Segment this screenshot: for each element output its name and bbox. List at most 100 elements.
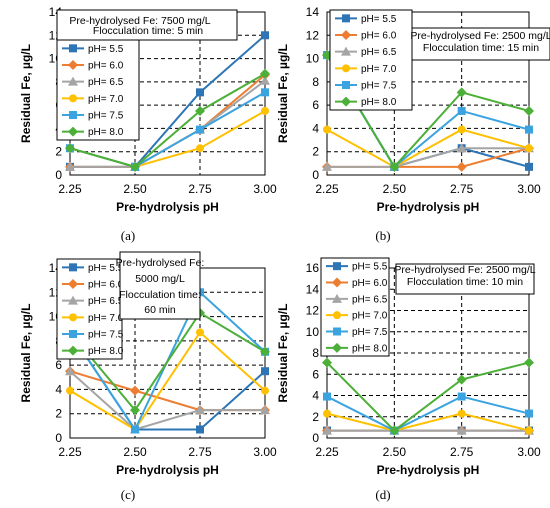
x-tick-label: 2.25 — [58, 182, 82, 196]
legend-entry: pH= 8.0 — [88, 127, 124, 138]
y-axis-title: Residual Fe, µg/L — [276, 44, 290, 143]
legend-entry: pH= 5.5 — [88, 44, 124, 55]
data-point — [260, 405, 270, 415]
series-line — [326, 395, 530, 432]
legend-marker — [68, 279, 78, 289]
annotation-line: Flocculation time: — [119, 289, 201, 301]
legend-marker — [333, 311, 341, 320]
data-point — [130, 161, 140, 172]
data-point — [389, 425, 400, 436]
legend-marker — [68, 295, 78, 305]
data-point — [196, 425, 204, 434]
legend-marker — [342, 14, 350, 23]
legend-marker — [342, 81, 350, 89]
legend-marker — [341, 30, 351, 40]
data-point — [456, 425, 467, 435]
x-tick-label: 2.75 — [188, 182, 212, 196]
y-tick-label: 8 — [312, 346, 319, 360]
annotation: Pre-hydrolysed Fe: 7500 mg/LFlocculation… — [56, 9, 238, 41]
legend: pH= 5.5 pH= 6.0 pH= 6.5 pH= 7.0 pH= 7.5 pH= 8… — [56, 39, 140, 141]
data-point — [196, 144, 204, 153]
y-tick-label: 6 — [312, 367, 319, 381]
x-tick-label: 2.25 — [315, 445, 339, 459]
data-point — [525, 125, 533, 134]
legend-entry: pH= 5.5 — [88, 263, 124, 274]
annotation: Pre-hydrolysed Fe: 2500 mg/LFlocculation… — [410, 27, 550, 61]
legend-entry: pH= 6.5 — [88, 296, 124, 307]
legend-marker — [69, 263, 77, 272]
chart-panel-b: 0 2 4 6 8 10 12 14 2.25 2.50 2.75 3.00 Pre-hydrolysi… — [276, 5, 550, 243]
y-tick-label: 12 — [306, 304, 320, 318]
y-tick-label: 0 — [312, 168, 319, 182]
legend-entry: pH= 6.0 — [88, 280, 124, 291]
legend-marker — [332, 342, 342, 353]
panel-caption: (c) — [121, 487, 135, 502]
y-tick-label: 10 — [306, 325, 320, 339]
data-point — [457, 125, 466, 134]
legend-box — [56, 39, 140, 141]
data-point — [196, 88, 204, 97]
x-axis-title: Pre-hydrolysis pH — [116, 463, 219, 477]
annotation-box — [56, 9, 238, 41]
data-point — [65, 366, 75, 376]
data-point — [196, 125, 204, 134]
annotation-line: Flocculation time: 10 min — [407, 276, 523, 288]
y-tick-label: 2 — [312, 410, 319, 424]
chart-panel-a: 024681012142.252.502.753.00Pre-hydrolysi… — [19, 5, 277, 243]
annotation-box — [395, 263, 535, 295]
legend-entry: pH= 7.5 — [88, 111, 124, 122]
legend-marker — [68, 60, 78, 70]
data-point — [457, 106, 466, 115]
y-tick-label: 10 — [306, 52, 320, 66]
legend-entry: pH= 6.0 — [88, 61, 124, 72]
series-line — [326, 361, 530, 432]
annotation-line: Pre-hydrolysed Fe: 7500 mg/L — [69, 15, 210, 27]
x-tick-label: 3.00 — [253, 182, 277, 196]
x-axis-title: Pre-hydrolysis pH — [116, 200, 219, 214]
y-axis-title: Residual Fe, µg/L — [19, 304, 33, 403]
annotation-line: Pre-hydrolysed Fe: 2500 mg/L — [394, 264, 535, 276]
legend-entry: pH= 6.0 — [352, 278, 388, 289]
y-tick-label: 2 — [55, 145, 62, 159]
data-point — [130, 405, 140, 416]
y-tick-label: 8 — [312, 75, 319, 89]
legend-entry: pH= 7.5 — [88, 330, 124, 341]
legend-marker — [69, 44, 77, 53]
panel-caption: (d) — [375, 487, 390, 502]
panel-caption: (b) — [375, 228, 390, 243]
annotation-line: Flocculation time: 5 min — [93, 25, 203, 37]
series-line — [326, 128, 530, 168]
legend-box — [56, 258, 123, 360]
data-point — [389, 161, 400, 172]
legend-marker — [332, 277, 342, 288]
x-tick-label: 2.75 — [450, 182, 474, 196]
series-6.0 — [65, 366, 270, 416]
legend-entry: pH= 8.0 — [352, 343, 388, 354]
annotation-box — [411, 27, 550, 61]
y-tick-label: 2 — [55, 407, 62, 421]
y-tick-label: 6 — [312, 98, 319, 112]
chart-panel-c: 024681012142.252.502.753.00Pre-hydrolysi… — [19, 251, 277, 502]
data-point — [456, 143, 467, 153]
data-point — [322, 161, 332, 171]
data-point — [322, 357, 332, 368]
annotation-line: 5000 mg/L — [135, 273, 185, 285]
annotation-line: 60 min — [144, 304, 176, 316]
x-tick-label: 2.50 — [383, 182, 407, 196]
legend-entry: pH= 8.0 — [88, 346, 124, 357]
data-point — [261, 31, 269, 40]
x-tick-label: 3.00 — [517, 445, 541, 459]
data-point — [66, 386, 74, 395]
x-axis-title: Pre-hydrolysis pH — [377, 463, 480, 477]
data-point — [323, 409, 331, 418]
data-point — [525, 426, 533, 435]
legend-marker — [68, 345, 78, 356]
data-point — [323, 125, 331, 134]
y-tick-label: 0 — [55, 431, 62, 445]
annotation-line: Flocculation time: 15 min — [423, 42, 539, 54]
legend-entry: pH= 5.5 — [352, 262, 388, 273]
data-point — [260, 346, 270, 357]
annotation-line: Pre-hydrolysed Fe: 2500 mg/L — [410, 30, 550, 42]
legend-entry: pH= 6.5 — [352, 294, 388, 305]
